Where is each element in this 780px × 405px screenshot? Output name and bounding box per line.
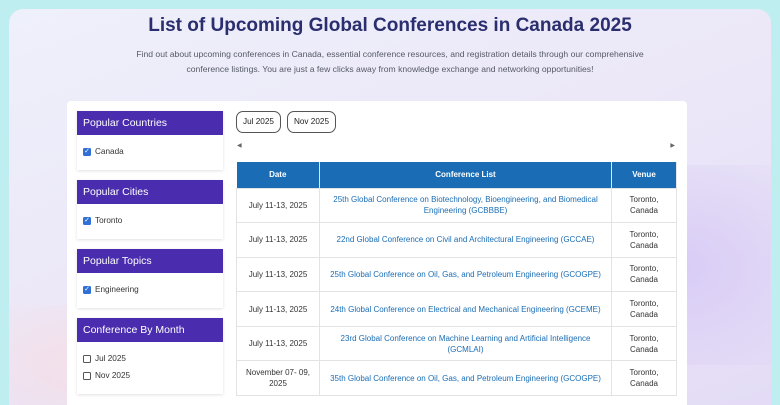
filter-option-label: Engineering [95, 285, 139, 294]
filter-option-label: Jul 2025 [95, 354, 126, 363]
listing-card: Popular Countries ✓ Canada Popular Citie… [67, 101, 687, 405]
checkbox-checked-icon[interactable]: ✓ [83, 216, 91, 225]
cell-venue: Toronto, Canada [611, 325, 677, 362]
filter-option-nov-2025[interactable]: Nov 2025 [83, 367, 217, 384]
conference-table: Date Conference List Venue July 11-13, 2… [236, 162, 677, 397]
page-title: List of Upcoming Global Conferences in C… [148, 15, 632, 36]
checkbox-unchecked-icon[interactable] [83, 354, 91, 363]
page-frame: List of Upcoming Global Conferences in C… [9, 9, 771, 405]
conference-link[interactable]: 23rd Global Conference on Machine Learni… [319, 325, 612, 362]
cell-venue: Toronto, Canada [611, 222, 677, 258]
column-header-date: Date [236, 162, 320, 188]
cell-date: July 11-13, 2025 [236, 325, 320, 362]
cell-date: November 07- 09, 2025 [236, 360, 320, 397]
checkbox-unchecked-icon[interactable] [83, 371, 91, 380]
triangle-right-icon[interactable]: ▶ [670, 143, 675, 149]
table-header-row: Date Conference List Venue [236, 162, 677, 188]
conference-link[interactable]: 25th Global Conference on Oil, Gas, and … [319, 256, 612, 293]
filter-option-toronto[interactable]: ✓ Toronto [83, 212, 217, 229]
panel-heading: Popular Cities [77, 180, 223, 204]
column-header-conference-list: Conference List [319, 162, 612, 188]
filter-option-engineering[interactable]: ✓ Engineering [83, 281, 217, 298]
panel-popular-countries: Popular Countries ✓ Canada [77, 111, 223, 170]
filter-option-canada[interactable]: ✓ Canada [83, 143, 217, 160]
table-row: July 11-13, 2025 23rd Global Conference … [236, 325, 677, 362]
panel-heading: Conference By Month [77, 318, 223, 342]
conference-link[interactable]: 25th Global Conference on Biotechnology,… [319, 187, 612, 224]
checkbox-checked-icon[interactable]: ✓ [83, 285, 91, 294]
cell-date: July 11-13, 2025 [236, 256, 320, 293]
table-row: July 11-13, 2025 25th Global Conference … [236, 187, 677, 224]
cell-venue: Toronto, Canada [611, 360, 677, 397]
month-tabs: Jul 2025 Nov 2025 [236, 111, 676, 133]
conference-list-area: Jul 2025 Nov 2025 ◀ ▶ Date Conference Li… [236, 111, 677, 397]
filter-option-label: Canada [95, 147, 124, 156]
table-row: November 07- 09, 2025 35th Global Confer… [236, 360, 677, 397]
cell-venue: Toronto, Canada [611, 291, 677, 327]
table-row: July 11-13, 2025 25th Global Conference … [236, 256, 677, 293]
panel-conference-by-month: Conference By Month Jul 2025 Nov 2025 [77, 318, 223, 394]
panel-popular-topics: Popular Topics ✓ Engineering [77, 249, 223, 308]
tab-jul-2025[interactable]: Jul 2025 [236, 111, 281, 133]
checkbox-checked-icon[interactable]: ✓ [83, 147, 91, 156]
page-subtitle: Find out about upcoming conferences in C… [136, 49, 644, 74]
horizontal-scrollbar[interactable]: ◀ ▶ [236, 143, 676, 151]
filter-option-label: Nov 2025 [95, 371, 131, 380]
cell-date: July 11-13, 2025 [236, 222, 320, 258]
filter-option-jul-2025[interactable]: Jul 2025 [83, 350, 217, 367]
column-header-venue: Venue [611, 162, 677, 188]
cell-date: July 11-13, 2025 [236, 291, 320, 327]
panel-heading: Popular Countries [77, 111, 223, 135]
conference-link[interactable]: 24th Global Conference on Electrical and… [319, 291, 612, 327]
filter-option-label: Toronto [95, 216, 123, 225]
tab-nov-2025[interactable]: Nov 2025 [286, 111, 337, 133]
filter-sidebar: Popular Countries ✓ Canada Popular Citie… [77, 111, 223, 404]
cell-venue: Toronto, Canada [611, 256, 677, 293]
panel-heading: Popular Topics [77, 249, 223, 273]
conference-link[interactable]: 35th Global Conference on Oil, Gas, and … [319, 360, 612, 397]
cell-date: July 11-13, 2025 [236, 187, 320, 224]
conference-link[interactable]: 22nd Global Conference on Civil and Arch… [319, 222, 612, 258]
cell-venue: Toronto, Canada [611, 187, 677, 224]
panel-popular-cities: Popular Cities ✓ Toronto [77, 180, 223, 239]
triangle-left-icon[interactable]: ◀ [237, 143, 242, 149]
table-row: July 11-13, 2025 22nd Global Conference … [236, 222, 677, 258]
table-row: July 11-13, 2025 24th Global Conference … [236, 291, 677, 327]
